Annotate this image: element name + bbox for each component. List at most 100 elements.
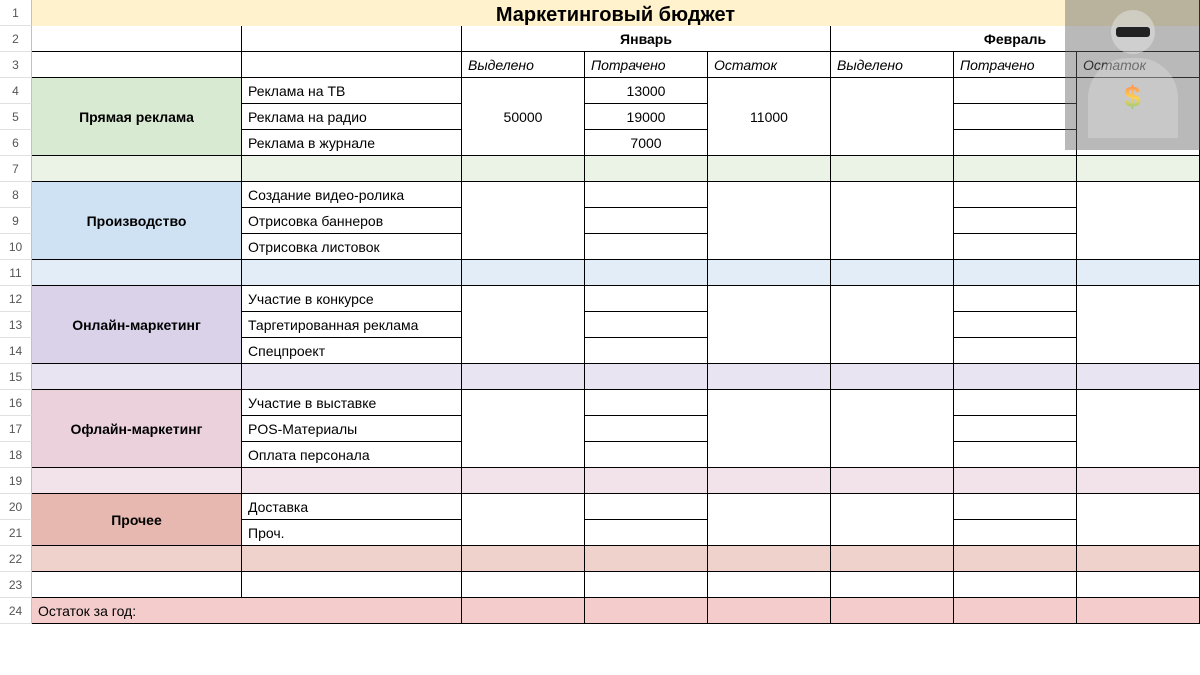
section-spacer[interactable] <box>831 260 954 286</box>
section-spacer[interactable] <box>954 546 1077 572</box>
row-header[interactable]: 13 <box>0 312 32 338</box>
value-cell[interactable] <box>831 286 954 364</box>
section-spacer[interactable] <box>585 260 708 286</box>
row-header[interactable]: 18 <box>0 442 32 468</box>
section-spacer[interactable] <box>585 546 708 572</box>
section-spacer[interactable] <box>32 546 242 572</box>
section-spacer[interactable] <box>708 468 831 494</box>
section-spacer[interactable] <box>708 156 831 182</box>
col-allocated[interactable]: Выделено <box>462 52 585 78</box>
month-jan-header[interactable]: Январь <box>462 26 831 52</box>
value-cell[interactable] <box>585 390 708 416</box>
value-cell[interactable] <box>954 494 1077 520</box>
value-cell[interactable] <box>954 208 1077 234</box>
value-cell[interactable] <box>585 182 708 208</box>
item-cell[interactable]: Отрисовка баннеров <box>242 208 462 234</box>
blank-cell[interactable] <box>242 52 462 78</box>
value-cell[interactable] <box>708 286 831 364</box>
value-cell[interactable]: 13000 <box>585 78 708 104</box>
row-header[interactable]: 7 <box>0 156 32 182</box>
section-spacer[interactable] <box>1077 364 1200 390</box>
value-cell[interactable] <box>585 520 708 546</box>
section-production-label[interactable]: Производство <box>32 182 242 260</box>
col-remaining[interactable]: Остаток <box>708 52 831 78</box>
blank-cell[interactable] <box>32 572 242 598</box>
section-online-label[interactable]: Онлайн-маркетинг <box>32 286 242 364</box>
row-header[interactable]: 10 <box>0 234 32 260</box>
value-cell[interactable] <box>585 442 708 468</box>
item-cell[interactable]: Реклама на ТВ <box>242 78 462 104</box>
section-spacer[interactable] <box>954 260 1077 286</box>
value-cell[interactable] <box>954 182 1077 208</box>
section-spacer[interactable] <box>1077 468 1200 494</box>
value-cell[interactable] <box>954 130 1077 156</box>
value-cell[interactable] <box>708 182 831 260</box>
row-header[interactable]: 5 <box>0 104 32 130</box>
value-cell[interactable] <box>585 208 708 234</box>
section-spacer[interactable] <box>462 364 585 390</box>
row-header[interactable]: 9 <box>0 208 32 234</box>
row-header[interactable]: 21 <box>0 520 32 546</box>
blank-cell[interactable] <box>242 26 462 52</box>
value-cell[interactable] <box>462 494 585 546</box>
blank-cell[interactable] <box>831 572 954 598</box>
row-header[interactable]: 16 <box>0 390 32 416</box>
value-cell[interactable] <box>1077 494 1200 546</box>
section-spacer[interactable] <box>1077 260 1200 286</box>
item-cell[interactable]: Проч. <box>242 520 462 546</box>
item-cell[interactable]: Оплата персонала <box>242 442 462 468</box>
value-cell[interactable] <box>462 390 585 468</box>
value-cell[interactable] <box>954 234 1077 260</box>
section-spacer[interactable] <box>831 156 954 182</box>
section-spacer[interactable] <box>462 546 585 572</box>
value-cell[interactable] <box>831 78 954 156</box>
section-spacer[interactable] <box>954 364 1077 390</box>
value-cell[interactable] <box>585 494 708 520</box>
value-cell[interactable]: 11000 <box>708 78 831 156</box>
section-spacer[interactable] <box>32 260 242 286</box>
row-header[interactable]: 2 <box>0 26 32 52</box>
section-spacer[interactable] <box>831 364 954 390</box>
col-spent[interactable]: Потрачено <box>954 52 1077 78</box>
value-cell[interactable] <box>954 416 1077 442</box>
blank-cell[interactable] <box>954 572 1077 598</box>
blank-cell[interactable] <box>585 572 708 598</box>
section-spacer[interactable] <box>585 156 708 182</box>
col-spent[interactable]: Потрачено <box>585 52 708 78</box>
section-spacer[interactable] <box>32 364 242 390</box>
section-spacer[interactable] <box>708 546 831 572</box>
section-spacer[interactable] <box>954 468 1077 494</box>
value-cell[interactable] <box>585 338 708 364</box>
section-spacer[interactable] <box>1077 156 1200 182</box>
value-cell[interactable] <box>462 286 585 364</box>
value-cell[interactable] <box>585 234 708 260</box>
row-header[interactable]: 19 <box>0 468 32 494</box>
value-cell[interactable] <box>1077 390 1200 468</box>
value-cell[interactable]: 19000 <box>585 104 708 130</box>
row-header[interactable]: 4 <box>0 78 32 104</box>
final-row-label[interactable]: Остаток за год: <box>32 598 462 624</box>
blank-cell[interactable] <box>32 26 242 52</box>
value-cell[interactable] <box>585 286 708 312</box>
value-cell[interactable] <box>954 104 1077 130</box>
item-cell[interactable]: Участие в конкурсе <box>242 286 462 312</box>
section-spacer[interactable] <box>1077 546 1200 572</box>
section-spacer[interactable] <box>585 364 708 390</box>
value-cell[interactable] <box>954 286 1077 312</box>
section-spacer[interactable] <box>831 546 954 572</box>
value-cell[interactable] <box>954 312 1077 338</box>
section-spacer[interactable] <box>462 468 585 494</box>
section-spacer[interactable] <box>708 364 831 390</box>
value-cell[interactable] <box>1077 182 1200 260</box>
section-spacer[interactable] <box>242 468 462 494</box>
row-header[interactable]: 1 <box>0 0 32 26</box>
spreadsheet-grid[interactable]: 1 Маркетинговый бюджет 2 Январь Февраль … <box>0 0 1200 624</box>
value-cell[interactable] <box>954 338 1077 364</box>
value-cell[interactable] <box>954 78 1077 104</box>
value-cell[interactable] <box>708 390 831 468</box>
item-cell[interactable]: Спецпроект <box>242 338 462 364</box>
blank-cell[interactable] <box>242 572 462 598</box>
section-offline-label[interactable]: Офлайн-маркетинг <box>32 390 242 468</box>
value-cell[interactable] <box>1077 78 1200 156</box>
section-spacer[interactable] <box>954 156 1077 182</box>
